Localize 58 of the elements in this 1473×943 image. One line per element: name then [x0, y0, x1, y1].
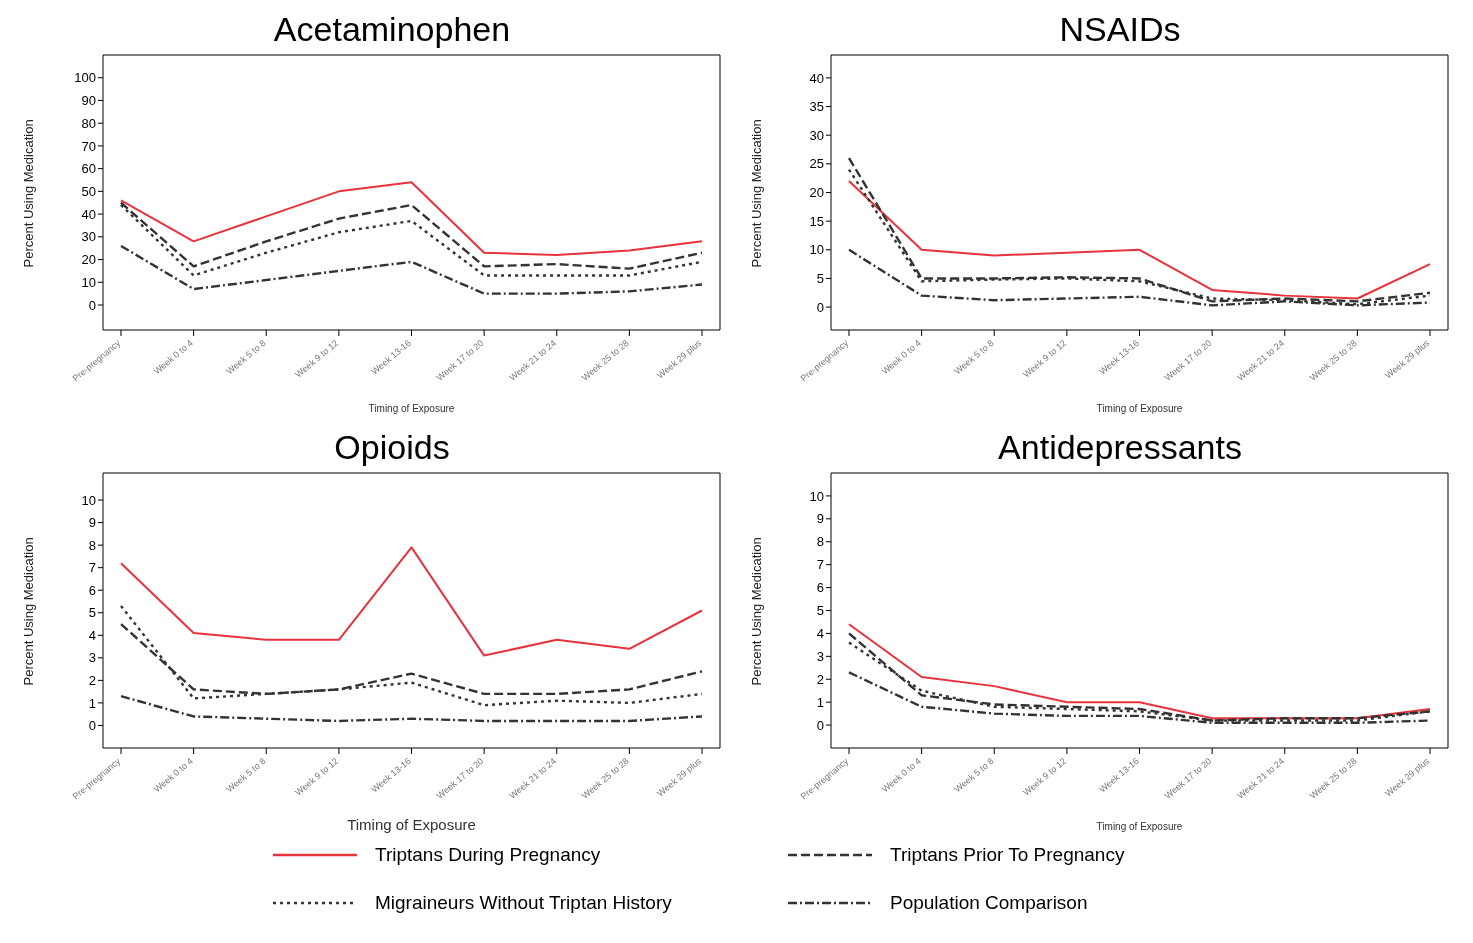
y-tick-label: 0	[816, 717, 824, 733]
y-tick-label: 50	[81, 183, 96, 199]
y-tick-label: 8	[88, 537, 96, 553]
x-axis-title: Timing of Exposure	[1096, 403, 1183, 414]
y-tick-label: 1	[816, 694, 824, 710]
x-axis-title: Timing of Exposure	[347, 816, 476, 833]
y-axis-title: Percent Using Medication	[748, 119, 764, 268]
x-axis-title: Timing of Exposure	[1096, 821, 1183, 832]
y-axis-title: Percent Using Medication	[20, 537, 36, 686]
y-tick-label: 5	[816, 603, 824, 619]
y-tick-label: 7	[88, 560, 96, 576]
y-tick-label: 70	[81, 138, 96, 154]
y-tick-label: 100	[74, 70, 96, 86]
y-tick-label: 10	[81, 274, 96, 290]
y-tick-label: 1	[88, 695, 96, 711]
y-tick-label: 25	[809, 156, 824, 172]
y-tick-label: 4	[88, 627, 96, 643]
y-tick-label: 40	[81, 206, 96, 222]
y-axis-title: Percent Using Medication	[748, 537, 764, 686]
legend-label: Population Comparison	[890, 892, 1088, 914]
y-tick-label: 30	[809, 127, 824, 143]
y-tick-label: 6	[816, 580, 824, 596]
y-tick-label: 35	[809, 99, 824, 115]
x-axis-title: Timing of Exposure	[368, 403, 455, 414]
y-tick-label: 9	[816, 511, 824, 527]
y-tick-label: 90	[81, 93, 96, 109]
y-tick-label: 0	[88, 297, 96, 313]
y-tick-label: 60	[81, 161, 96, 177]
y-tick-label: 6	[88, 582, 96, 598]
y-tick-label: 0	[88, 718, 96, 734]
y-tick-label: 20	[809, 185, 824, 201]
chart-title: Antidepressants	[997, 427, 1243, 468]
legend-label: Triptans Prior To Pregnancy	[890, 844, 1125, 866]
y-tick-label: 5	[88, 605, 96, 621]
y-tick-label: 7	[816, 557, 824, 573]
y-tick-label: 2	[816, 671, 824, 687]
y-tick-label: 9	[88, 515, 96, 531]
y-tick-label: 40	[809, 70, 824, 86]
y-tick-label: 10	[809, 242, 824, 258]
y-tick-label: 80	[81, 115, 96, 131]
legend-label: Triptans During Pregnancy	[375, 844, 601, 866]
y-tick-label: 4	[816, 626, 824, 642]
chart-title: Opioids	[333, 427, 451, 468]
y-tick-label: 10	[81, 492, 96, 508]
y-tick-label: 3	[88, 650, 96, 666]
y-tick-label: 15	[809, 213, 824, 229]
chart-title: Acetaminophen	[272, 9, 512, 50]
y-tick-label: 5	[816, 271, 824, 287]
y-tick-label: 20	[81, 252, 96, 268]
y-tick-label: 30	[81, 229, 96, 245]
y-tick-label: 10	[809, 488, 824, 504]
y-tick-label: 2	[88, 672, 96, 688]
y-tick-label: 8	[816, 534, 824, 550]
y-tick-label: 3	[816, 648, 824, 664]
legend-label: Migraineurs Without Triptan History	[375, 892, 672, 914]
y-axis-title: Percent Using Medication	[20, 119, 36, 268]
chart-title: NSAIDs	[1058, 9, 1182, 50]
y-tick-label: 0	[816, 299, 824, 315]
